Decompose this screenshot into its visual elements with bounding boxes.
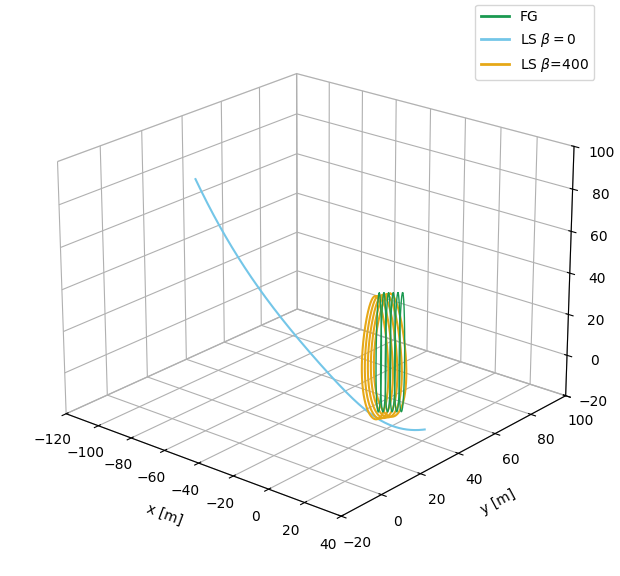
Legend: FG, LS $\beta=0$, LS $\beta$=400: FG, LS $\beta=0$, LS $\beta$=400 bbox=[476, 5, 595, 79]
Y-axis label: y [m]: y [m] bbox=[479, 487, 518, 517]
X-axis label: x [m]: x [m] bbox=[145, 502, 185, 528]
